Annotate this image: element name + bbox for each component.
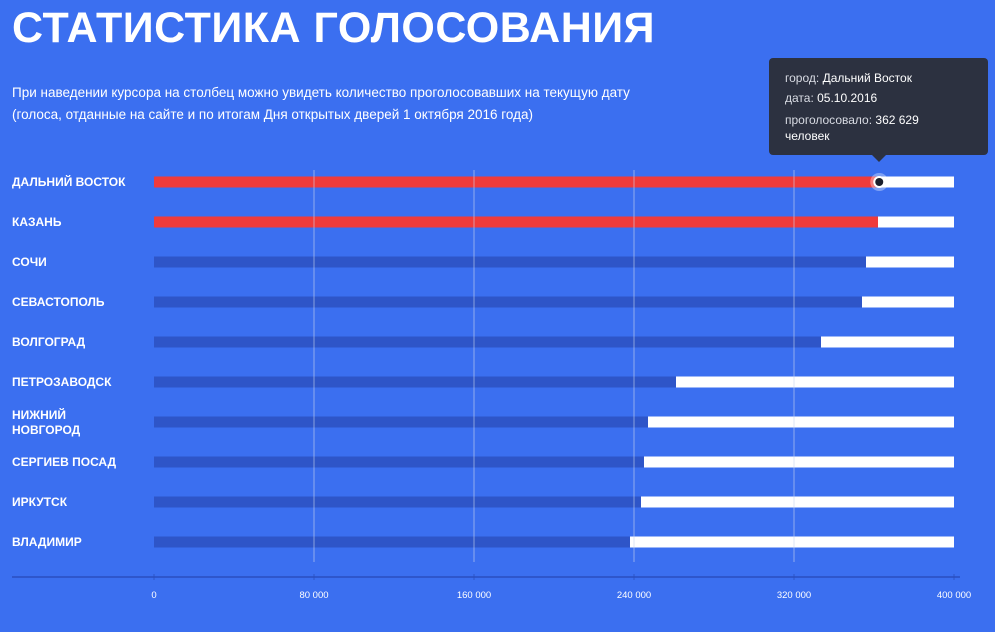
category-label: ИРКУТСК xyxy=(12,495,68,509)
category-label: ВЛАДИМИР xyxy=(12,535,82,549)
bar[interactable] xyxy=(154,376,676,388)
x-tick-label: 400 000 xyxy=(937,590,971,601)
x-tick-label: 240 000 xyxy=(617,590,651,601)
tooltip-arrow xyxy=(872,155,886,162)
bar[interactable] xyxy=(154,176,880,188)
bar-tooltip: город: Дальний Восток дата: 05.10.2016 п… xyxy=(769,58,988,162)
tooltip-votes-unit: человек xyxy=(785,129,830,143)
bar[interactable] xyxy=(154,456,644,468)
description-line-2: (голоса, отданные на сайте и по итогам Д… xyxy=(12,107,533,122)
tooltip-date-key: дата: xyxy=(785,91,814,105)
category-label: СЕВАСТОПОЛЬ xyxy=(12,295,105,309)
category-label: СЕРГИЕВ ПОСАД xyxy=(12,455,117,469)
category-label: ДАЛЬНИЙ ВОСТОК xyxy=(12,174,126,189)
category-label: КАЗАНЬ xyxy=(12,215,62,229)
tooltip-votes-key: проголосовало: xyxy=(785,113,873,127)
chart-description: При наведении курсора на столбец можно у… xyxy=(12,82,732,126)
tooltip-votes-value: 362 629 xyxy=(875,113,919,127)
bar[interactable] xyxy=(154,256,866,268)
tooltip-city-key: город: xyxy=(785,71,820,85)
x-tick-label: 0 xyxy=(151,590,156,601)
bar[interactable] xyxy=(154,296,862,308)
bar[interactable] xyxy=(154,416,648,428)
category-label: ПЕТРОЗАВОДСК xyxy=(12,375,112,389)
category-label: СОЧИ xyxy=(12,255,47,269)
x-tick-label: 320 000 xyxy=(777,590,811,601)
description-line-1: При наведении курсора на столбец можно у… xyxy=(12,85,630,100)
hover-marker xyxy=(875,178,884,186)
category-label: ВОЛГОГРАД xyxy=(12,335,86,349)
bar[interactable] xyxy=(154,496,641,508)
x-tick-label: 160 000 xyxy=(457,590,491,601)
page-title: СТАТИСТИКА ГОЛОСОВАНИЯ xyxy=(12,4,656,52)
bar[interactable] xyxy=(154,536,630,548)
tooltip-date-value: 05.10.2016 xyxy=(817,91,878,105)
x-tick-label: 80 000 xyxy=(299,590,328,601)
tooltip-city-value: Дальний Восток xyxy=(822,71,912,85)
bar[interactable] xyxy=(154,216,878,228)
bar[interactable] xyxy=(154,336,821,348)
category-label: НИЖНИЙ НОВГОРОД xyxy=(12,407,81,437)
